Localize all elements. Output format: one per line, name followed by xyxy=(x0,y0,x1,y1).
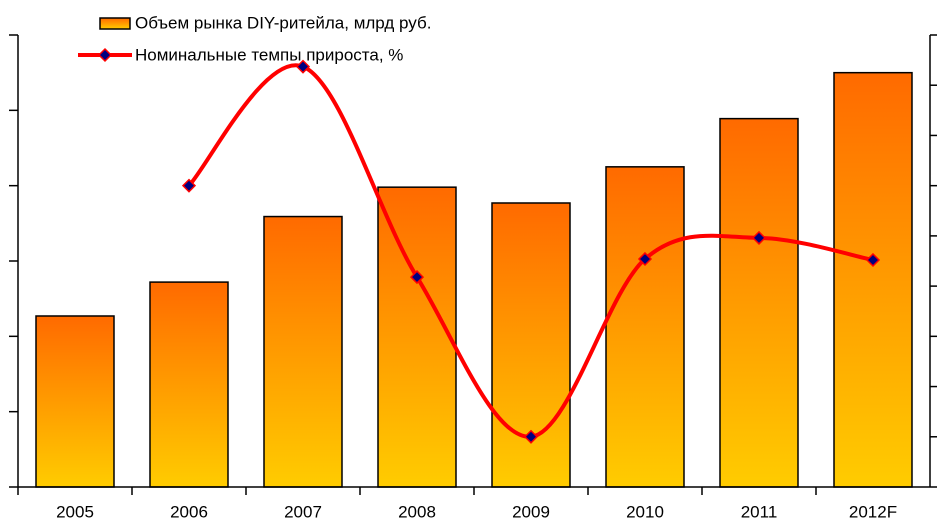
marker xyxy=(637,251,653,267)
bar xyxy=(377,186,457,488)
x-tick-label: 2009 xyxy=(512,502,550,521)
x-tick-label: 2008 xyxy=(398,502,436,521)
bar xyxy=(35,315,115,488)
bar xyxy=(149,281,229,488)
marker xyxy=(295,59,311,74)
legend-label: Номинальные темпы прироста, % xyxy=(135,45,403,64)
x-tick-label: 2012F xyxy=(849,502,897,521)
x-tick-label: 2005 xyxy=(56,502,94,521)
legend-marker xyxy=(97,47,113,63)
bar xyxy=(491,202,571,488)
marker xyxy=(409,270,425,285)
marker xyxy=(181,178,197,193)
bar xyxy=(263,215,343,488)
marker xyxy=(523,429,539,444)
marker xyxy=(865,252,881,268)
x-tick-label: 2007 xyxy=(284,502,322,521)
legend-label: Объем рынка DIY-ритейла, млрд руб. xyxy=(135,13,431,32)
x-tick-label: 2011 xyxy=(741,502,778,521)
x-tick-label: 2006 xyxy=(170,502,208,521)
bar xyxy=(605,166,685,488)
marker xyxy=(751,230,767,245)
bar xyxy=(719,117,799,488)
bar xyxy=(833,71,913,488)
x-tick-label: 2010 xyxy=(626,502,664,521)
legend-swatch xyxy=(99,17,131,30)
